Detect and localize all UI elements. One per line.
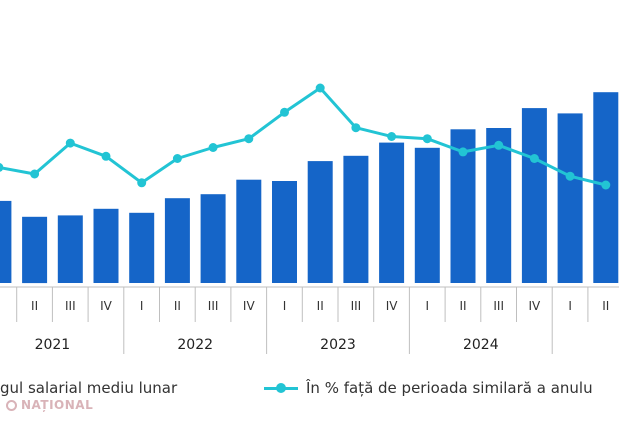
- line-point-4: [101, 151, 111, 161]
- x-tick-label: III: [351, 299, 362, 313]
- x-tick-label: I: [140, 299, 144, 313]
- year-label: 2022: [177, 337, 213, 353]
- line-point-5: [137, 178, 147, 188]
- legend-line-entry: În % față de perioada similară a anulu: [264, 376, 593, 400]
- legend-bar-label: gul salarial mediu lunar: [0, 379, 178, 397]
- x-tick-label: IV: [386, 299, 399, 313]
- line-series: [0, 83, 611, 190]
- line-point-3: [65, 138, 75, 148]
- bar-3: [57, 215, 83, 283]
- bar-7: [200, 194, 226, 283]
- bar-12: [379, 142, 405, 283]
- x-tick-label: II: [317, 299, 324, 313]
- bar-5: [129, 212, 155, 283]
- bar-17: [557, 113, 583, 284]
- bar-2: [22, 216, 48, 284]
- line-point-11: [351, 123, 361, 133]
- x-tick-label: II: [174, 299, 181, 313]
- line-path: [0, 86, 607, 187]
- line-point-10: [315, 83, 325, 93]
- line-point-16: [529, 154, 539, 163]
- line-point-18: [601, 180, 611, 190]
- watermark-logo: NAȚIONAL: [6, 398, 93, 412]
- bar-16: [521, 108, 547, 283]
- bar-15: [486, 128, 512, 283]
- x-tick-label: I: [283, 299, 287, 313]
- bar-1: [0, 200, 12, 283]
- line-point-12: [387, 132, 397, 141]
- line-point-1: [0, 163, 4, 172]
- legend-line-label: În % față de perioada similară a anulu: [306, 379, 593, 397]
- line-point-9: [280, 107, 289, 117]
- bar-series: [0, 92, 619, 284]
- x-tick-label: I: [0, 299, 1, 313]
- line-point-14: [458, 147, 468, 157]
- line-point-13: [422, 134, 432, 144]
- legend-bar-entry: gul salarial mediu lunar: [0, 376, 177, 400]
- bar-13: [414, 147, 440, 283]
- x-tick-label: IV: [243, 299, 256, 313]
- x-tick-label: II: [602, 299, 609, 313]
- x-tick-label: III: [208, 299, 219, 313]
- x-tick-label: III: [493, 299, 504, 313]
- line-point-17: [565, 171, 575, 181]
- bar-9: [272, 181, 297, 283]
- x-tick-label: IV: [529, 299, 542, 313]
- bar-6: [164, 198, 190, 283]
- year-label: 2023: [320, 337, 356, 353]
- line-point-6: [172, 154, 182, 163]
- bar-8: [236, 179, 262, 283]
- bar-11: [343, 155, 369, 283]
- line-point-2: [30, 169, 40, 179]
- bar-4: [93, 208, 119, 283]
- line-point-7: [208, 143, 218, 152]
- category-axis: IIIIIIIVIIIIIIIVIIIIIIIVIIIIIIIVIII20212…: [0, 286, 619, 354]
- x-tick-label: II: [459, 299, 466, 313]
- logo-icon: [6, 399, 17, 411]
- x-tick-label: I: [426, 299, 430, 313]
- x-tick-label: IV: [100, 299, 113, 313]
- watermark-text: NAȚIONAL: [21, 398, 94, 412]
- year-label: 2021: [35, 337, 71, 353]
- line-point-8: [244, 134, 254, 144]
- legend-line-swatch: [264, 382, 298, 393]
- x-tick-label: III: [65, 299, 76, 313]
- bar-10: [307, 161, 333, 283]
- x-tick-label: I: [568, 299, 572, 313]
- x-tick-label: II: [31, 299, 38, 313]
- year-label: 2024: [463, 337, 499, 353]
- line-point-15: [494, 140, 504, 150]
